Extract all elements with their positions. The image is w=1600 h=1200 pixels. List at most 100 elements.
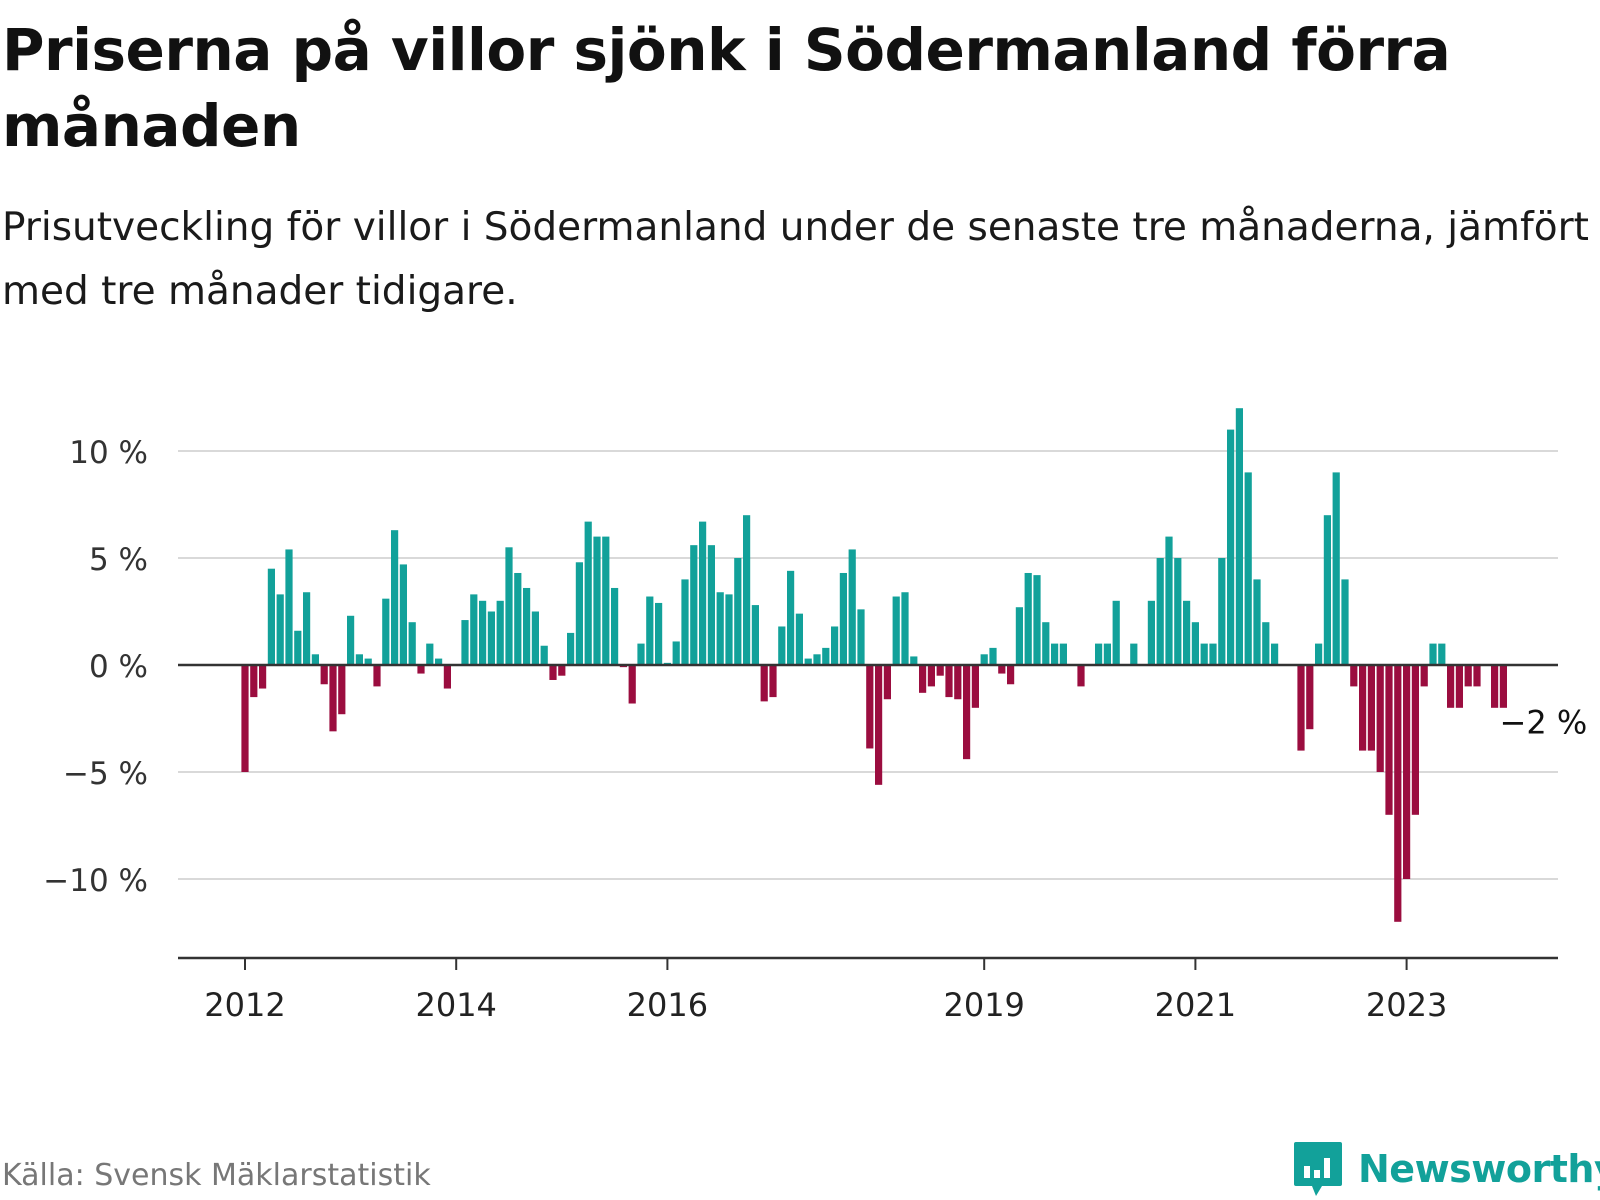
bar (1253, 579, 1261, 665)
bar (1385, 665, 1393, 815)
x-tick-label: 2023 (1366, 986, 1447, 1024)
bar (901, 592, 909, 665)
bar (813, 654, 821, 665)
bar (1394, 665, 1402, 922)
bar (1491, 665, 1499, 708)
bar (1227, 429, 1235, 665)
bar (1244, 472, 1252, 665)
bar (980, 654, 988, 665)
bar (1341, 579, 1349, 665)
brand-name: Newsworthy (1358, 1147, 1600, 1191)
bar (1209, 643, 1217, 665)
bar (910, 656, 918, 665)
bar (1235, 408, 1243, 665)
bar (1174, 558, 1182, 665)
bar (1315, 643, 1323, 665)
bar (1271, 643, 1279, 665)
bar (470, 594, 478, 665)
y-tick-label: 5 % (89, 542, 148, 578)
last-value-label: −2 % (1500, 703, 1588, 741)
bar (1403, 665, 1411, 879)
bar (1218, 558, 1226, 665)
bar (646, 596, 654, 665)
bar (285, 549, 293, 665)
bar (1359, 665, 1367, 751)
bar (259, 665, 267, 689)
bar (1306, 665, 1314, 730)
bar (1420, 665, 1428, 687)
chart-title: Priserna på villor sjönk i Södermanland … (2, 16, 1451, 160)
bar (549, 665, 557, 680)
bar (584, 521, 592, 665)
bar (540, 645, 548, 665)
y-tick-label: −10 % (43, 863, 148, 899)
bars (241, 408, 1507, 922)
bar (857, 609, 865, 665)
bar (1411, 665, 1419, 815)
bar (1015, 607, 1023, 665)
bar (945, 665, 953, 698)
bar (787, 570, 795, 665)
bar (998, 665, 1006, 674)
newsworthy-logo-icon (1294, 1142, 1342, 1196)
bar (567, 632, 575, 665)
bar (1033, 575, 1041, 665)
bar (496, 600, 504, 665)
bar (963, 665, 971, 760)
bar (1042, 622, 1050, 665)
bar (769, 665, 777, 698)
bar (320, 665, 328, 685)
bar (1323, 515, 1331, 665)
bar (760, 665, 768, 702)
bar (1473, 665, 1481, 687)
bar (408, 622, 416, 665)
bar (1103, 643, 1111, 665)
bar (1183, 600, 1191, 665)
bar (1447, 665, 1455, 708)
source-note: Källa: Svensk Mäklarstatistik (2, 1158, 431, 1193)
bar (1438, 643, 1446, 665)
chart-subtitle: Prisutveckling för villor i Södermanland… (2, 205, 1589, 314)
bar (1464, 665, 1472, 687)
bar (1112, 600, 1120, 665)
bar (672, 641, 680, 665)
bar (505, 547, 513, 665)
bar (628, 665, 636, 704)
bar (1297, 665, 1305, 751)
bar (1147, 600, 1155, 665)
bar (699, 521, 707, 665)
bar (417, 665, 425, 674)
y-tick-label: 0 % (89, 649, 148, 685)
bar (1429, 643, 1437, 665)
bar (1191, 622, 1199, 665)
bar (681, 579, 689, 665)
bar (338, 665, 346, 715)
bar (919, 665, 927, 693)
bar (778, 626, 786, 665)
bar (294, 630, 302, 665)
bar (971, 665, 979, 708)
bar (822, 647, 830, 665)
bar (435, 658, 443, 665)
bar (839, 572, 847, 665)
bar (347, 615, 355, 665)
bar (593, 536, 601, 665)
bar (927, 665, 935, 687)
bar (892, 596, 900, 665)
bar (725, 594, 733, 665)
bar (1367, 665, 1375, 751)
bar (267, 568, 275, 665)
bar (1455, 665, 1463, 708)
bar (883, 665, 891, 700)
tick-labels: −10 % −5 % 0 % 5 % 10 % 2012 2014 2016 2019 2021 2… (43, 435, 1587, 1024)
bar (611, 587, 619, 665)
bar (514, 572, 522, 665)
bar-chart: −10 % −5 % 0 % 5 % 10 % 2012 2014 2016 2019 2021 2… (43, 408, 1587, 1024)
bar (1350, 665, 1358, 687)
bar (707, 545, 715, 665)
x-tick-label: 2021 (1155, 986, 1236, 1024)
bar (443, 665, 451, 689)
bar (936, 665, 944, 676)
bar (1165, 536, 1173, 665)
bar (1077, 665, 1085, 687)
